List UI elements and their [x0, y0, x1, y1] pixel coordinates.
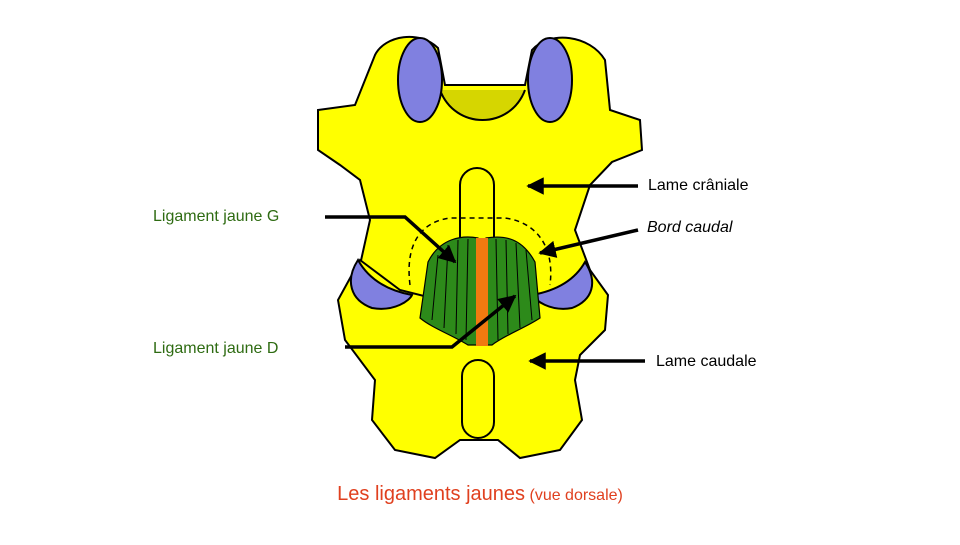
caption-sub: (vue dorsale) [529, 487, 623, 504]
articular-facets [349, 37, 594, 310]
label-ligament-g: Ligament jaune G [153, 208, 280, 225]
figure-caption: Les ligaments jaunes (vue dorsale) [0, 483, 960, 506]
ligament-fibres [431, 238, 533, 341]
label-lame-craniale: Lame crâniale [648, 177, 749, 194]
label-lame-caudale: Lame caudale [656, 353, 757, 370]
label-ligament-d: Ligament jaune D [153, 340, 279, 357]
pointer-arrows [325, 177, 645, 370]
label-bord-caudal: Bord caudal [647, 219, 733, 236]
yellow-ligaments [419, 236, 541, 346]
caption-main: Les ligaments jaunes [337, 483, 526, 505]
